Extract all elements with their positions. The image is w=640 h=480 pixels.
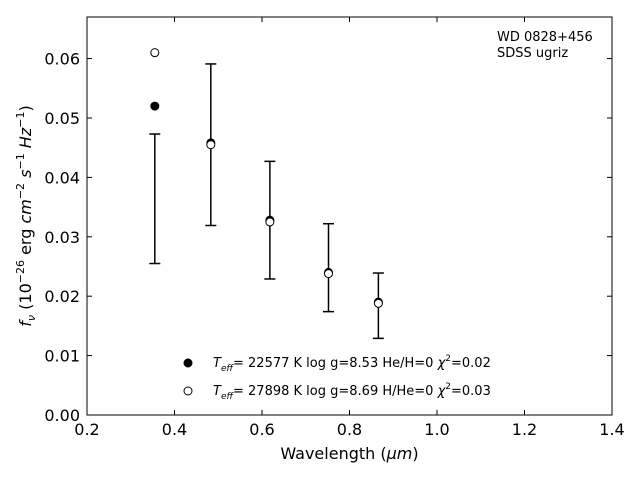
data-points <box>150 48 383 308</box>
x-tick-label: 0.4 <box>162 420 187 439</box>
legend-label: Teff= 22577 K log g=8.53 He/H=0 χ2=0.02 <box>213 354 491 374</box>
legend-entry: Teff= 27898 K log g=8.69 H/He=0 χ2=0.03 <box>183 382 491 402</box>
plot-area <box>86 16 613 416</box>
x-axis-ticks: 0.2 0.4 0.6 0.8 1.0 1.2 1.4 <box>74 17 625 439</box>
legend-marker <box>183 386 193 396</box>
y-tick-label: 0.02 <box>44 287 80 306</box>
annotation-line: WD 0828+456 <box>497 30 593 45</box>
point-open <box>206 140 216 150</box>
y-tick-label: 0.06 <box>44 50 80 69</box>
point-open <box>150 48 160 58</box>
y-tick-label: 0.05 <box>44 109 80 128</box>
x-tick-label: 1.0 <box>424 420 449 439</box>
annotation-line: SDSS ugriz <box>497 46 568 61</box>
y-tick-label: 0.00 <box>44 406 80 425</box>
x-tick-label: 1.4 <box>599 420 624 439</box>
x-tick-label: 1.2 <box>512 420 537 439</box>
y-axis-ticks: 0.00 0.01 0.02 0.03 0.04 0.05 0.06 <box>44 50 612 425</box>
y-tick-label: 0.01 <box>44 347 80 366</box>
legend-marker <box>183 358 193 368</box>
error-bar <box>323 222 334 313</box>
legend-entry: Teff= 22577 K log g=8.53 He/H=0 χ2=0.02 <box>183 354 491 374</box>
x-tick-label: 0.2 <box>74 420 99 439</box>
y-axis-label: fν (10−26 erg cm−2 s−1 Hz−1) <box>14 105 38 326</box>
x-tick-label: 0.6 <box>249 420 274 439</box>
legend-label: Teff= 27898 K log g=8.69 H/He=0 χ2=0.03 <box>213 382 491 402</box>
point-open <box>324 269 333 279</box>
y-tick-label: 0.03 <box>44 228 80 247</box>
point-open <box>373 298 383 308</box>
legend: Teff= 22577 K log g=8.53 He/H=0 χ2=0.02 T… <box>183 354 491 402</box>
x-axis-label: Wavelength (μm) <box>280 444 418 463</box>
x-tick-label: 0.8 <box>337 420 362 439</box>
error-bar <box>149 133 161 265</box>
point-open <box>265 217 275 227</box>
y-tick-label: 0.04 <box>44 168 80 187</box>
point-filled <box>150 101 160 111</box>
